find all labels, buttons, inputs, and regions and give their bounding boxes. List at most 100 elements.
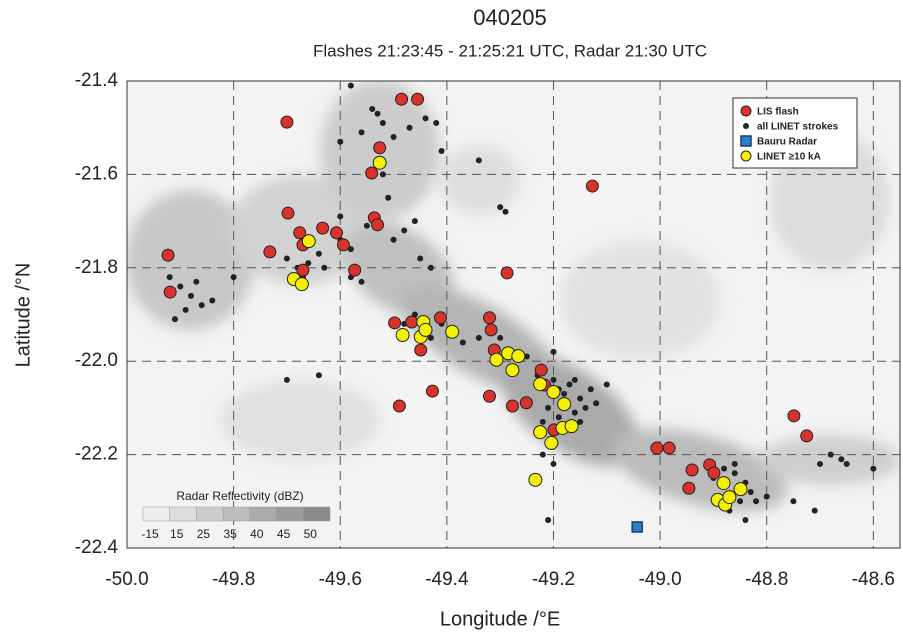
point (418, 322, 433, 337)
point (315, 250, 322, 257)
point (358, 129, 365, 136)
x-tick-label: -48.6 (852, 569, 895, 590)
x-tick-label: -50.0 (105, 569, 148, 590)
point (263, 245, 277, 259)
point (544, 435, 559, 450)
point (582, 404, 589, 411)
point (390, 134, 397, 141)
point (281, 206, 295, 220)
y-tick-label: -21.8 (75, 257, 118, 278)
point (603, 381, 610, 388)
point (230, 274, 237, 281)
point (475, 157, 482, 164)
point (790, 498, 797, 505)
point (388, 316, 402, 330)
x-tick-label: -49.6 (319, 569, 362, 590)
chart-subtitle: Flashes 21:23:45 - 21:25:21 UTC, Radar 2… (313, 41, 707, 60)
point (321, 264, 328, 271)
point (475, 334, 482, 341)
legend-marker (743, 123, 749, 129)
point (401, 227, 408, 234)
point (336, 238, 350, 252)
point (716, 476, 731, 491)
point (505, 399, 519, 413)
point (707, 466, 721, 480)
point (406, 124, 413, 131)
point (193, 278, 200, 285)
point (348, 263, 362, 277)
point (843, 460, 850, 467)
x-axis-label: Longitude /°E (440, 608, 560, 630)
colorbar-label: 25 (197, 527, 211, 541)
y-tick-label: -22.4 (75, 537, 119, 558)
point (330, 226, 344, 240)
point (283, 255, 290, 262)
point (497, 204, 504, 211)
point (347, 246, 354, 253)
point (577, 418, 584, 425)
point (337, 213, 344, 220)
plot-frame (126, 80, 901, 549)
point (283, 376, 290, 383)
point (539, 418, 546, 425)
point (650, 441, 664, 455)
point (187, 292, 194, 299)
colorbar-label: -15 (141, 527, 159, 541)
point (385, 194, 392, 201)
point (209, 297, 216, 304)
legend-marker (740, 135, 752, 147)
point (379, 171, 386, 178)
legend-label: LIS flash (757, 107, 799, 118)
point (577, 395, 584, 402)
y-tick-label: -21.6 (75, 163, 118, 184)
point (511, 349, 526, 364)
point (422, 115, 429, 122)
colorbar-label: 40 (250, 527, 264, 541)
marks (161, 82, 877, 533)
x-tick-label: -48.8 (745, 569, 788, 590)
point (631, 521, 643, 533)
legend (732, 97, 858, 169)
point (427, 264, 434, 271)
point (555, 414, 562, 421)
point (505, 363, 520, 378)
point (753, 498, 760, 505)
point (371, 218, 385, 232)
x-tick-label: -49.2 (532, 569, 575, 590)
point (800, 429, 814, 443)
point (817, 460, 824, 467)
point (280, 115, 294, 129)
point (405, 315, 419, 329)
point (763, 493, 770, 500)
colorbar-title: Radar Reflectivity (dBZ) (176, 489, 303, 503)
point (163, 285, 177, 299)
point (787, 409, 801, 423)
point (546, 385, 561, 400)
point (373, 141, 387, 155)
x-tick-label: -49.0 (638, 569, 681, 590)
point (414, 343, 428, 357)
point (358, 278, 365, 285)
colorbar-swatch (303, 506, 331, 522)
point (811, 507, 818, 514)
point (363, 222, 370, 229)
point (721, 465, 728, 472)
point (557, 397, 572, 412)
point (742, 516, 749, 523)
point (411, 92, 425, 106)
point (497, 334, 504, 341)
colorbar-swatch (249, 506, 277, 522)
point (539, 451, 546, 458)
point (550, 460, 557, 467)
point (390, 236, 397, 243)
point (722, 490, 737, 505)
colorbar-label: 15 (170, 527, 184, 541)
point (533, 377, 548, 392)
legend-entries: LIS flash all LINET strokes Bauru Radar LIN… (740, 105, 839, 163)
point (545, 516, 552, 523)
point (534, 363, 548, 377)
point (566, 381, 573, 388)
point (177, 283, 184, 290)
point (459, 339, 466, 346)
